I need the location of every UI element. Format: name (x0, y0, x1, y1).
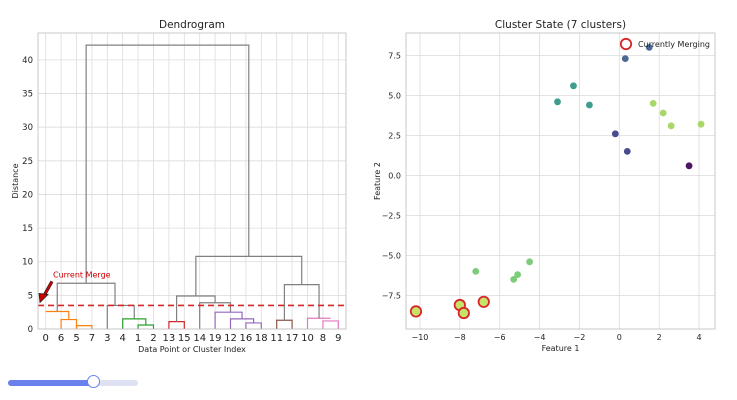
dendrogram-leaf-label: 6 (58, 333, 64, 344)
dendrogram-leaf-label: 0 (43, 333, 49, 344)
merging-point-marker (457, 306, 470, 320)
scatter-point (697, 120, 705, 128)
merging-point-marker (477, 295, 490, 308)
dendrogram-y-tick-label: 25 (22, 157, 33, 167)
slider-fill (8, 380, 94, 386)
dendrogram-leaf-label: 13 (163, 333, 176, 344)
scatter-x-tick-label: −2 (574, 333, 586, 342)
scatter-title: Cluster State (7 clusters) (495, 19, 626, 31)
dendrogram-leaf-label: 17 (286, 333, 299, 344)
dendrogram-leaf-label: 1 (135, 333, 141, 344)
scatter-point (685, 162, 693, 170)
slider-thumb[interactable] (86, 375, 100, 388)
dendrogram-title: Dendrogram (159, 19, 225, 31)
dendrogram-frame (37, 32, 347, 330)
dendrogram-link (214, 311, 243, 329)
scatter-point (514, 271, 522, 278)
scatter-y-tick-label: −2.5 (382, 211, 401, 220)
scatter-point (554, 98, 561, 106)
dendrogram-link (322, 320, 339, 329)
dendrogram-y-tick-label: 5 (28, 291, 33, 301)
dendrogram-plot-area (38, 33, 346, 329)
dendrogram-y-tick-label: 10 (22, 258, 33, 268)
dendrogram-leaf-label: 15 (178, 333, 191, 344)
scatter-y-tick-label: 5.0 (388, 91, 401, 100)
scatter-point (649, 100, 657, 107)
dendrogram-leaf-label: 3 (104, 333, 110, 344)
dendrogram-link (45, 310, 70, 320)
dendrogram-link (122, 318, 147, 329)
scatter-point (586, 101, 593, 109)
dendrogram-y-tick-label: 15 (22, 224, 33, 234)
scatter-point (667, 122, 675, 130)
cluster-scatter-chart: −10 −8 −6 −4 −2 0 2 4 −7.5 −5.0 −2.5 0.0 2.5 5.0 7.5 Cl… (373, 19, 716, 353)
scatter-point (526, 258, 533, 266)
scatter-point (611, 130, 619, 138)
scatter-x-tick-label: −10 (412, 333, 429, 342)
dendrogram-leaf-label: 2 (150, 333, 156, 344)
dendrogram-y-tick-label: 30 (22, 123, 33, 133)
dendrogram-link (229, 318, 255, 329)
scatter-frame (405, 32, 716, 330)
dendrogram-leaf-label: 12 (224, 333, 237, 344)
dendrogram-leaf-label: 8 (320, 333, 326, 344)
dendrogram-link (60, 318, 78, 329)
scatter-y-tick-label: −7.5 (382, 291, 401, 300)
dendrogram-link (306, 317, 331, 329)
annotation-label: Current Merge (53, 270, 111, 279)
merging-point-marker (409, 305, 423, 318)
scatter-y-tick-label: 2.5 (388, 131, 401, 140)
scatter-x-tick-label: −6 (494, 333, 506, 342)
scatter-point (645, 44, 653, 51)
scatter-plot-area (406, 33, 715, 329)
dendrogram-leaf-label: 11 (270, 333, 283, 344)
dendrogram-y-tick-label: 20 (22, 190, 33, 200)
scatter-x-tick-label: −4 (534, 333, 546, 342)
dendrogram-leaf-label: 5 (73, 333, 79, 344)
dendrogram-leaf-label: 19 (209, 333, 222, 344)
dendrogram-link (75, 325, 93, 329)
scatter-y-tick-label: 0.0 (388, 171, 401, 180)
scatter-point (510, 276, 518, 283)
legend-label: Currently Merging (638, 40, 710, 49)
scatter-point (472, 268, 480, 275)
scatter-x-tick-label: 0 (617, 333, 622, 342)
dendrogram-leaf-label: 16 (240, 333, 253, 344)
dendrogram-x-axis-label: Data Point or Cluster Index (138, 345, 246, 354)
dendrogram-link (199, 302, 232, 329)
scatter-x-axis-label: Feature 1 (542, 344, 580, 353)
dendrogram-y-axis-label: Distance (11, 163, 20, 198)
dendrogram-leaf-label: 7 (89, 333, 95, 344)
dendrogram-leaf-label: 9 (335, 333, 341, 344)
dendrogram-link (245, 322, 262, 329)
dendrogram-leaf-label: 4 (120, 333, 126, 344)
dendrogram-link (137, 324, 155, 329)
annotation-arrow-head (38, 293, 49, 304)
dendrogram-leaf-label: 14 (193, 333, 206, 344)
step-slider[interactable] (8, 375, 138, 391)
scatter-x-tick-label: 2 (657, 333, 662, 342)
scatter-point (623, 148, 631, 155)
dendrogram-link (85, 44, 250, 284)
scatter-point (621, 55, 629, 62)
legend-marker (619, 37, 633, 51)
dendrogram-y-tick-label: 40 (22, 56, 33, 66)
dendrogram-y-tick-label: 0 (28, 325, 33, 335)
scatter-y-tick-label: −5.0 (382, 251, 401, 260)
scatter-y-tick-label: 7.5 (388, 51, 401, 60)
dendrogram-y-tick-label: 35 (22, 90, 33, 100)
scatter-y-axis-label: Feature 2 (373, 162, 382, 200)
scatter-x-tick-label: −8 (454, 333, 466, 342)
scatter-point (570, 82, 577, 90)
dendrogram-leaf-label: 10 (301, 333, 314, 344)
scatter-x-tick-label: 4 (697, 333, 702, 342)
scatter-point (659, 109, 667, 117)
dendrogram-leaf-label: 18 (255, 333, 268, 344)
